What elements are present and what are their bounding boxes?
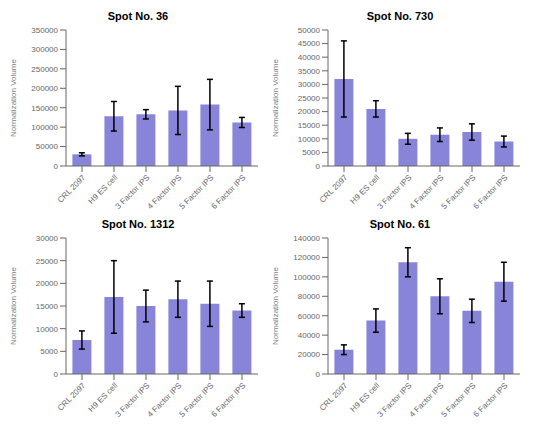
svg-text:35000: 35000 — [298, 67, 321, 76]
svg-text:150000: 150000 — [31, 104, 58, 113]
svg-text:H9 ES cell: H9 ES cell — [349, 173, 382, 206]
svg-text:50000: 50000 — [36, 142, 59, 151]
html-text:Spot No. 61: Spot No. 61 — [369, 218, 431, 230]
svg-text:CRL 2097: CRL 2097 — [318, 381, 350, 413]
svg-text:45000: 45000 — [298, 39, 321, 48]
svg-text:100000: 100000 — [293, 273, 320, 282]
svg-text:40000: 40000 — [298, 331, 321, 340]
svg-text:50000: 50000 — [298, 26, 321, 35]
svg-text:3 Factor IPS: 3 Factor IPS — [113, 173, 152, 211]
svg-text:100000: 100000 — [31, 123, 58, 132]
svg-text:140000: 140000 — [293, 234, 320, 243]
svg-text:0: 0 — [54, 370, 59, 379]
svg-text:H9 ES cell: H9 ES cell — [87, 381, 120, 414]
svg-text:5000: 5000 — [302, 148, 320, 157]
svg-text:6 Factor IPS: 6 Factor IPS — [472, 381, 510, 419]
svg-text:6 Factor IPS: 6 Factor IPS — [472, 173, 510, 211]
svg-text:5 Factor IPS: 5 Factor IPS — [439, 381, 478, 419]
html-text:Spot No. 36: Spot No. 36 — [107, 10, 169, 22]
svg-text:350000: 350000 — [31, 26, 58, 35]
svg-text:120000: 120000 — [293, 253, 320, 262]
svg-text:15000: 15000 — [36, 302, 59, 311]
svg-text:CRL 2097: CRL 2097 — [56, 381, 88, 413]
svg-text:20000: 20000 — [298, 107, 321, 116]
svg-text:5 Factor IPS: 5 Factor IPS — [439, 173, 478, 211]
svg-text:4 Factor IPS: 4 Factor IPS — [407, 381, 446, 419]
svg-text:Normalization Volume: Normalization Volume — [9, 59, 18, 137]
svg-text:300000: 300000 — [31, 45, 58, 54]
svg-text:H9 ES cell: H9 ES cell — [87, 173, 120, 206]
svg-text:250000: 250000 — [31, 65, 58, 74]
svg-text:4 Factor IPS: 4 Factor IPS — [407, 173, 446, 211]
svg-text:3 Factor IPS: 3 Factor IPS — [375, 381, 414, 419]
svg-text:4 Factor IPS: 4 Factor IPS — [145, 173, 184, 211]
svg-text:10000: 10000 — [298, 135, 321, 144]
svg-text:3 Factor IPS: 3 Factor IPS — [113, 381, 152, 419]
svg-text:6 Factor IPS: 6 Factor IPS — [210, 381, 248, 419]
svg-text:30000: 30000 — [298, 80, 321, 89]
html-text:Spot No. 730: Spot No. 730 — [366, 10, 434, 22]
svg-text:30000: 30000 — [36, 234, 59, 243]
html-text:Spot No. 1312: Spot No. 1312 — [101, 218, 175, 230]
svg-text:20000: 20000 — [298, 350, 321, 359]
svg-text:80000: 80000 — [298, 292, 321, 301]
svg-text:5000: 5000 — [40, 347, 58, 356]
svg-text:4 Factor IPS: 4 Factor IPS — [145, 381, 184, 419]
svg-text:CRL 2097: CRL 2097 — [56, 173, 88, 205]
svg-text:0: 0 — [316, 370, 321, 379]
svg-text:15000: 15000 — [298, 121, 321, 130]
svg-text:Normalization Volume: Normalization Volume — [271, 59, 280, 137]
svg-text:25000: 25000 — [298, 94, 321, 103]
svg-text:H9 ES cell: H9 ES cell — [349, 381, 382, 414]
svg-text:0: 0 — [54, 162, 59, 171]
svg-text:CRL 2097: CRL 2097 — [318, 173, 350, 205]
svg-text:10000: 10000 — [36, 325, 59, 334]
svg-text:5 Factor IPS: 5 Factor IPS — [177, 381, 216, 419]
svg-text:25000: 25000 — [36, 257, 59, 266]
svg-text:20000: 20000 — [36, 279, 59, 288]
svg-text:60000: 60000 — [298, 312, 321, 321]
svg-text:5 Factor IPS: 5 Factor IPS — [177, 173, 216, 211]
svg-text:Normalization Volume: Normalization Volume — [271, 267, 280, 345]
svg-text:3 Factor IPS: 3 Factor IPS — [375, 173, 414, 211]
svg-text:200000: 200000 — [31, 84, 58, 93]
svg-text:6 Factor IPS: 6 Factor IPS — [210, 173, 248, 211]
svg-text:40000: 40000 — [298, 53, 321, 62]
svg-text:Normalization Volume: Normalization Volume — [9, 267, 18, 345]
svg-text:0: 0 — [316, 162, 321, 171]
